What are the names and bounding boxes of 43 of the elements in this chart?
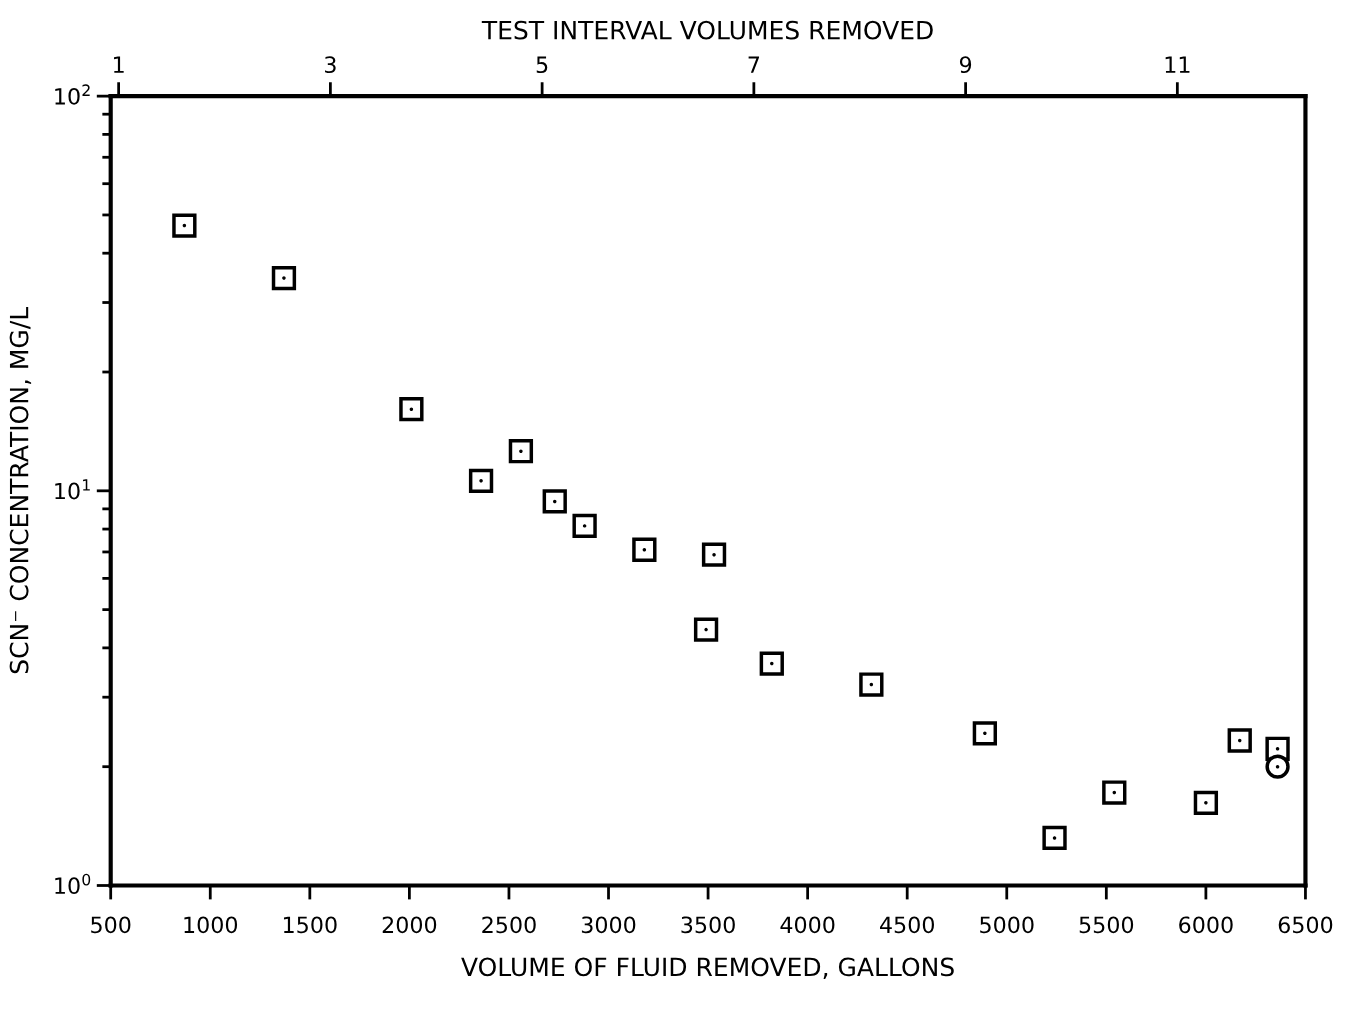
x-tick-label: 5000: [980, 916, 1034, 934]
x-tick-label: 1500: [283, 916, 337, 934]
point: [1227, 728, 1252, 753]
point: [399, 397, 424, 422]
x-tick-label: 1000: [184, 916, 238, 934]
x2-tick-label: 1: [114, 56, 124, 73]
y-tick-label: 10$^{1}$: [55, 479, 90, 500]
y-axis-title: SCN⁻ CONCENTRATION, MG/L: [9, 306, 32, 674]
point: [972, 721, 998, 746]
point: [468, 468, 494, 493]
point: [271, 265, 297, 291]
point: [859, 672, 884, 697]
point: [701, 542, 727, 567]
x-tick-label: 500: [91, 916, 131, 934]
y-tick-label: 10$^{2}$: [55, 84, 90, 105]
point: [172, 213, 197, 238]
point: [1265, 754, 1290, 779]
point: [1102, 780, 1127, 805]
point: [542, 489, 567, 514]
x-tick-label: 5500: [1079, 916, 1134, 934]
x2-tick-label: 9: [959, 56, 972, 74]
x2-tick-label: 11: [1165, 56, 1190, 73]
y-tick-label: 10$^{0}$: [55, 873, 91, 895]
x-tick-label: 2000: [382, 916, 437, 934]
x-tick-label: 4500: [880, 916, 934, 934]
point: [759, 651, 784, 676]
x-tick-label: 3000: [581, 916, 636, 934]
x2-axis-title: TEST INTERVAL VOLUMES REMOVED: [481, 20, 933, 40]
point: [632, 537, 657, 562]
x2-tick-label: 3: [325, 56, 336, 74]
x-tick-label: 4000: [780, 916, 835, 934]
x2-tick-label: 7: [748, 56, 760, 73]
point: [572, 513, 597, 539]
x-tick-label: 2500: [482, 916, 536, 934]
x-tick-label: 6000: [1179, 916, 1233, 934]
x-axis-title: VOLUME OF FLUID REMOVED, GALLONS: [461, 957, 954, 979]
point: [1193, 790, 1219, 815]
point: [1042, 825, 1067, 851]
x2-tick-label: 5: [536, 56, 548, 74]
x-tick-label: 3500: [681, 916, 735, 934]
x-tick-label: 6500: [1278, 916, 1333, 934]
point: [508, 439, 534, 464]
point: [693, 617, 719, 642]
